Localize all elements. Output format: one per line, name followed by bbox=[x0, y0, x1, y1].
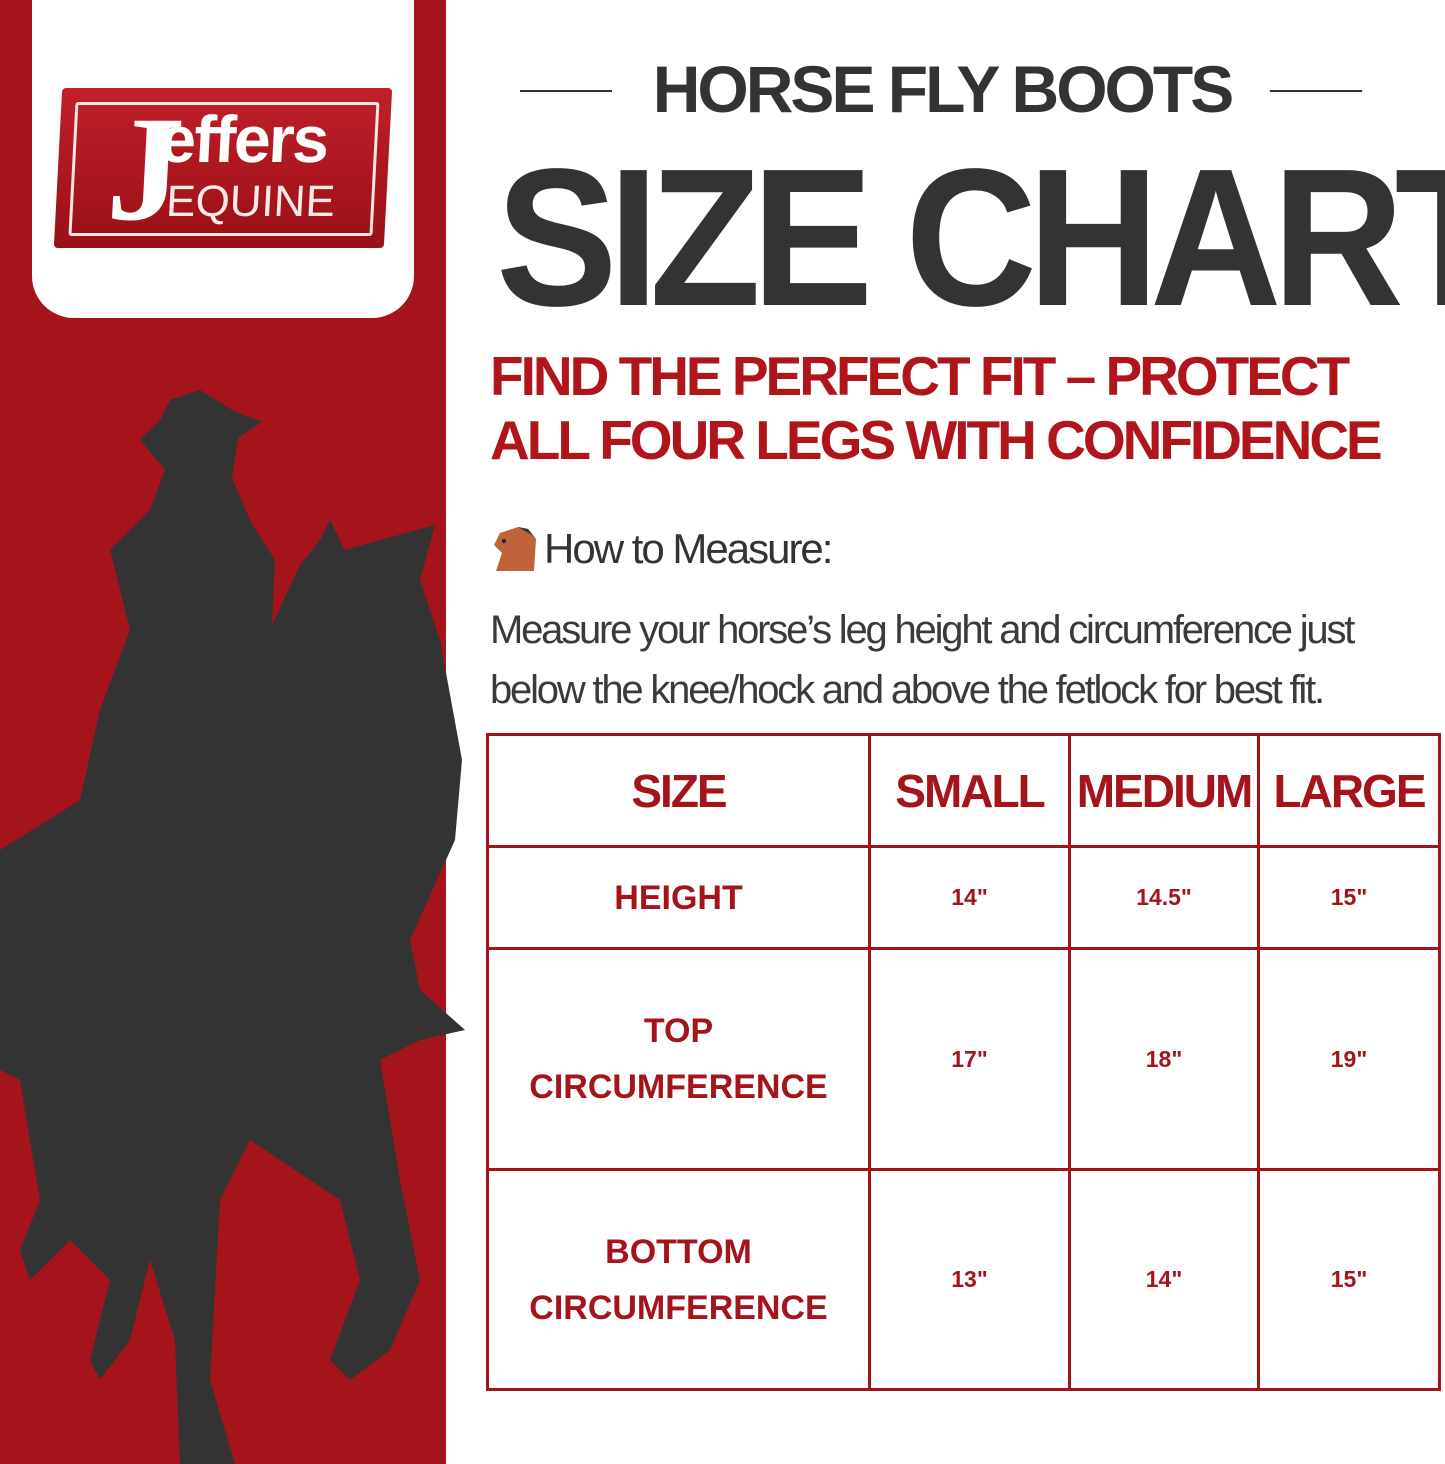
table-row: TOP CIRCUMFERENCE 17" 18" 19" bbox=[486, 947, 1441, 1171]
product-name: HORSE FLY BOOTS bbox=[652, 52, 1234, 126]
cell: 14" bbox=[1068, 1168, 1260, 1391]
horse-rider-silhouette bbox=[0, 390, 465, 1464]
cell: 17" bbox=[868, 947, 1071, 1171]
size-table: SIZE SMALL MEDIUM LARGE HEIGHT 14" 14.5"… bbox=[486, 733, 1441, 1391]
table-row: HEIGHT 14" 14.5" 15" bbox=[486, 845, 1441, 950]
cell: 15" bbox=[1257, 1168, 1441, 1391]
title-rule-left bbox=[520, 90, 612, 92]
subtitle: FIND THE PERFECT FIT – PROTECT ALL FOUR … bbox=[490, 345, 1383, 471]
header-medium: MEDIUM bbox=[1068, 733, 1260, 848]
header-small: SMALL bbox=[868, 733, 1071, 848]
how-to-measure-label: How to Measure: bbox=[544, 525, 833, 572]
row-label: TOP CIRCUMFERENCE bbox=[486, 947, 871, 1171]
cell: 18" bbox=[1068, 947, 1260, 1171]
row-label: HEIGHT bbox=[486, 845, 871, 950]
header-size: SIZE bbox=[486, 733, 871, 848]
cell: 13" bbox=[868, 1168, 1071, 1391]
title-rule-right bbox=[1270, 90, 1362, 92]
horse-head-icon bbox=[494, 527, 536, 571]
cell: 14.5" bbox=[1068, 845, 1260, 950]
page-title: SIZE CHART bbox=[496, 128, 1445, 347]
measure-instructions: Measure your horse’s leg height and circ… bbox=[490, 608, 1355, 712]
row-label: BOTTOM CIRCUMFERENCE bbox=[486, 1168, 871, 1391]
table-row: BOTTOM CIRCUMFERENCE 13" 14" 15" bbox=[486, 1168, 1441, 1391]
header-large: LARGE bbox=[1257, 733, 1441, 848]
cell: 19" bbox=[1257, 947, 1441, 1171]
cell: 15" bbox=[1257, 845, 1441, 950]
cell: 14" bbox=[868, 845, 1071, 950]
how-to-measure-heading: How to Measure: bbox=[488, 525, 833, 573]
table-header-row: SIZE SMALL MEDIUM LARGE bbox=[486, 733, 1441, 848]
